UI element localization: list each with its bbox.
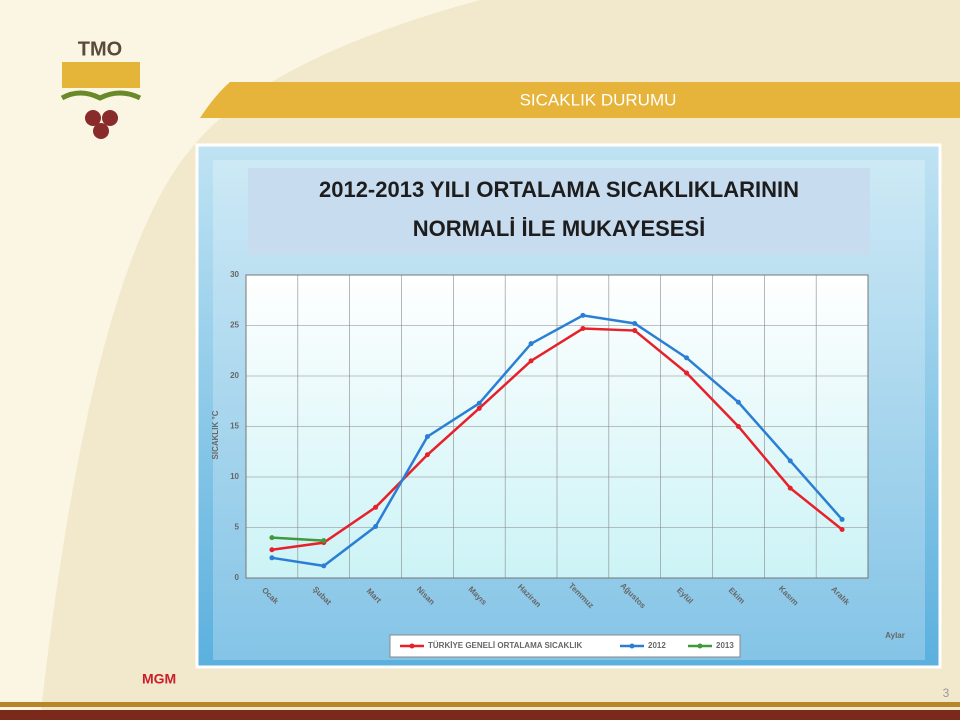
y-tick-label: 20 (230, 371, 239, 380)
y-tick-label: 30 (230, 270, 239, 279)
point (424, 434, 430, 440)
series-line (271, 327, 843, 551)
point (787, 485, 793, 491)
point (787, 458, 793, 464)
series-line (271, 314, 844, 568)
point (632, 320, 638, 326)
legend-swatch-dot (409, 643, 415, 649)
series-line (271, 536, 324, 542)
point (269, 555, 275, 561)
title-box (248, 168, 870, 255)
point (735, 424, 741, 429)
logo-art (60, 62, 142, 139)
y-axis-label: SICAKLIK °C (211, 410, 220, 459)
footer-stripe (0, 702, 960, 707)
point (321, 563, 327, 569)
point (839, 527, 845, 533)
legend-swatch-dot (697, 643, 703, 649)
point (684, 370, 690, 376)
legend-label: 2012 (648, 641, 666, 650)
point (269, 535, 275, 541)
point (373, 523, 379, 529)
bg-curve (0, 0, 480, 720)
x-axis-label: Aylar (885, 631, 905, 640)
legend-swatch-dot (629, 643, 635, 649)
point (321, 538, 327, 544)
legend-label: TÜRKİYE GENELİ ORTALAMA SICAKLIK (428, 641, 582, 650)
point (684, 355, 690, 361)
point (269, 547, 275, 553)
point (424, 452, 430, 458)
header-band (200, 82, 960, 118)
chart-title: 2012-2013 YILI ORTALAMA SICAKLIKLARININ (319, 177, 799, 202)
point (632, 328, 638, 334)
point (373, 504, 379, 510)
y-tick-label: 15 (230, 422, 239, 431)
y-tick-label: 25 (230, 321, 239, 330)
point (528, 358, 534, 364)
header-title: SICAKLIK DURUMU (520, 90, 677, 109)
plot-border (245, 274, 869, 579)
point (580, 326, 586, 332)
source: MGM (142, 671, 176, 687)
point (476, 405, 482, 411)
point (839, 516, 845, 522)
legend-box (389, 634, 741, 658)
page-number: 3 (943, 686, 950, 700)
footer-stripe (0, 710, 960, 720)
legend-label: 2013 (716, 641, 734, 650)
point (476, 400, 482, 406)
y-tick-label: 0 (235, 573, 240, 582)
y-tick-label: 10 (230, 472, 239, 481)
chart-title: NORMALİ İLE MUKAYESESİ (413, 216, 706, 241)
y-tick-label: 5 (235, 523, 240, 532)
point (528, 341, 534, 347)
point (580, 312, 586, 318)
point (735, 399, 741, 405)
logo: TMO (78, 38, 122, 60)
